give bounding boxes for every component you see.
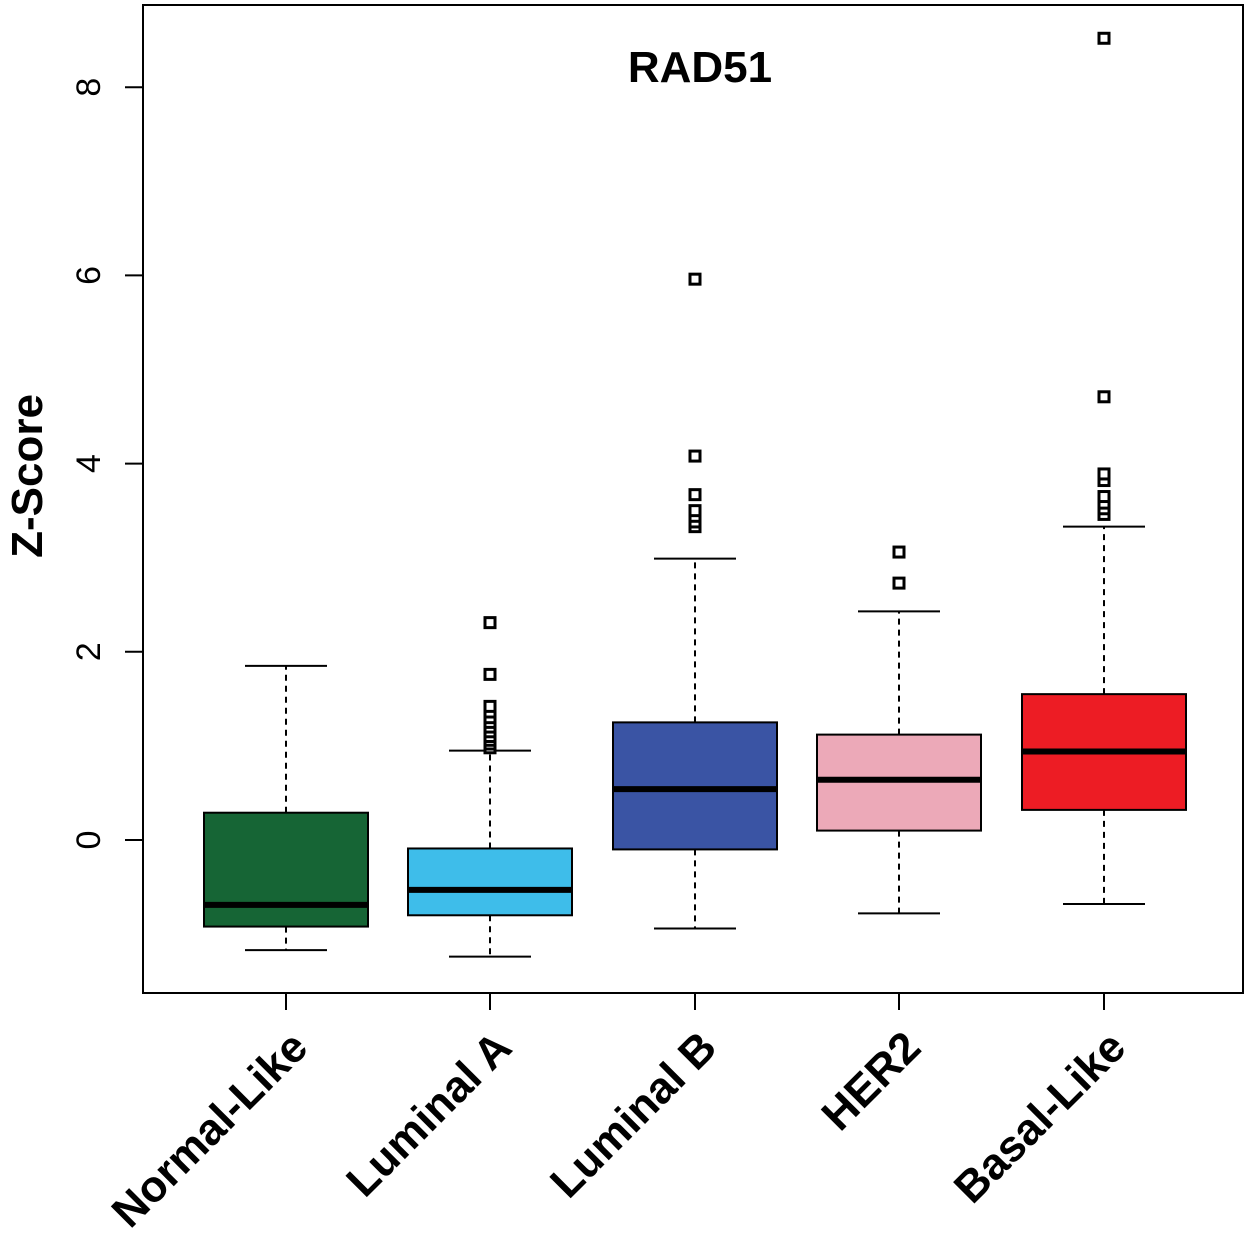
y-tick-label: 2 <box>70 642 108 661</box>
outlier-point <box>688 488 702 502</box>
outlier-point <box>1097 390 1111 404</box>
x-tick-label: HER2 <box>812 1022 930 1140</box>
outlier-point <box>688 504 702 518</box>
chart-title: RAD51 <box>628 43 772 92</box>
y-tick-label: 6 <box>70 266 108 285</box>
outlier-point <box>688 449 702 463</box>
box-group <box>816 545 982 915</box>
y-axis-label: Z-Score <box>3 394 52 558</box>
outlier-point <box>483 667 497 681</box>
box <box>612 721 778 851</box>
x-tick-label: Normal-Like <box>103 1022 317 1236</box>
boxes <box>203 31 1187 958</box>
x-tick-label: Luminal A <box>337 1022 521 1206</box>
y-axis: 0 2 4 6 8 <box>70 78 144 850</box>
outlier-point <box>1097 490 1111 504</box>
x-axis: Normal-Like Luminal A Luminal B HER2 Basal-L… <box>103 993 1135 1237</box>
y-tick-label: 4 <box>70 454 108 473</box>
outlier-point <box>892 545 906 559</box>
y-tick-label: 8 <box>70 78 108 97</box>
y-tick-label: 0 <box>70 831 108 850</box>
box-group <box>1021 31 1187 905</box>
x-tick-label: Luminal B <box>541 1022 726 1207</box>
box <box>203 811 369 928</box>
box-group <box>407 616 573 958</box>
box <box>407 847 573 917</box>
outlier-point <box>483 699 497 713</box>
outlier-point <box>892 576 906 590</box>
outlier-point <box>688 272 702 286</box>
x-tick-label: Basal-Like <box>945 1022 1135 1212</box>
box-group <box>612 272 778 930</box>
outlier-point <box>1097 467 1111 481</box>
box-group <box>203 664 369 952</box>
outlier-point <box>483 616 497 630</box>
outlier-point <box>1097 31 1111 45</box>
